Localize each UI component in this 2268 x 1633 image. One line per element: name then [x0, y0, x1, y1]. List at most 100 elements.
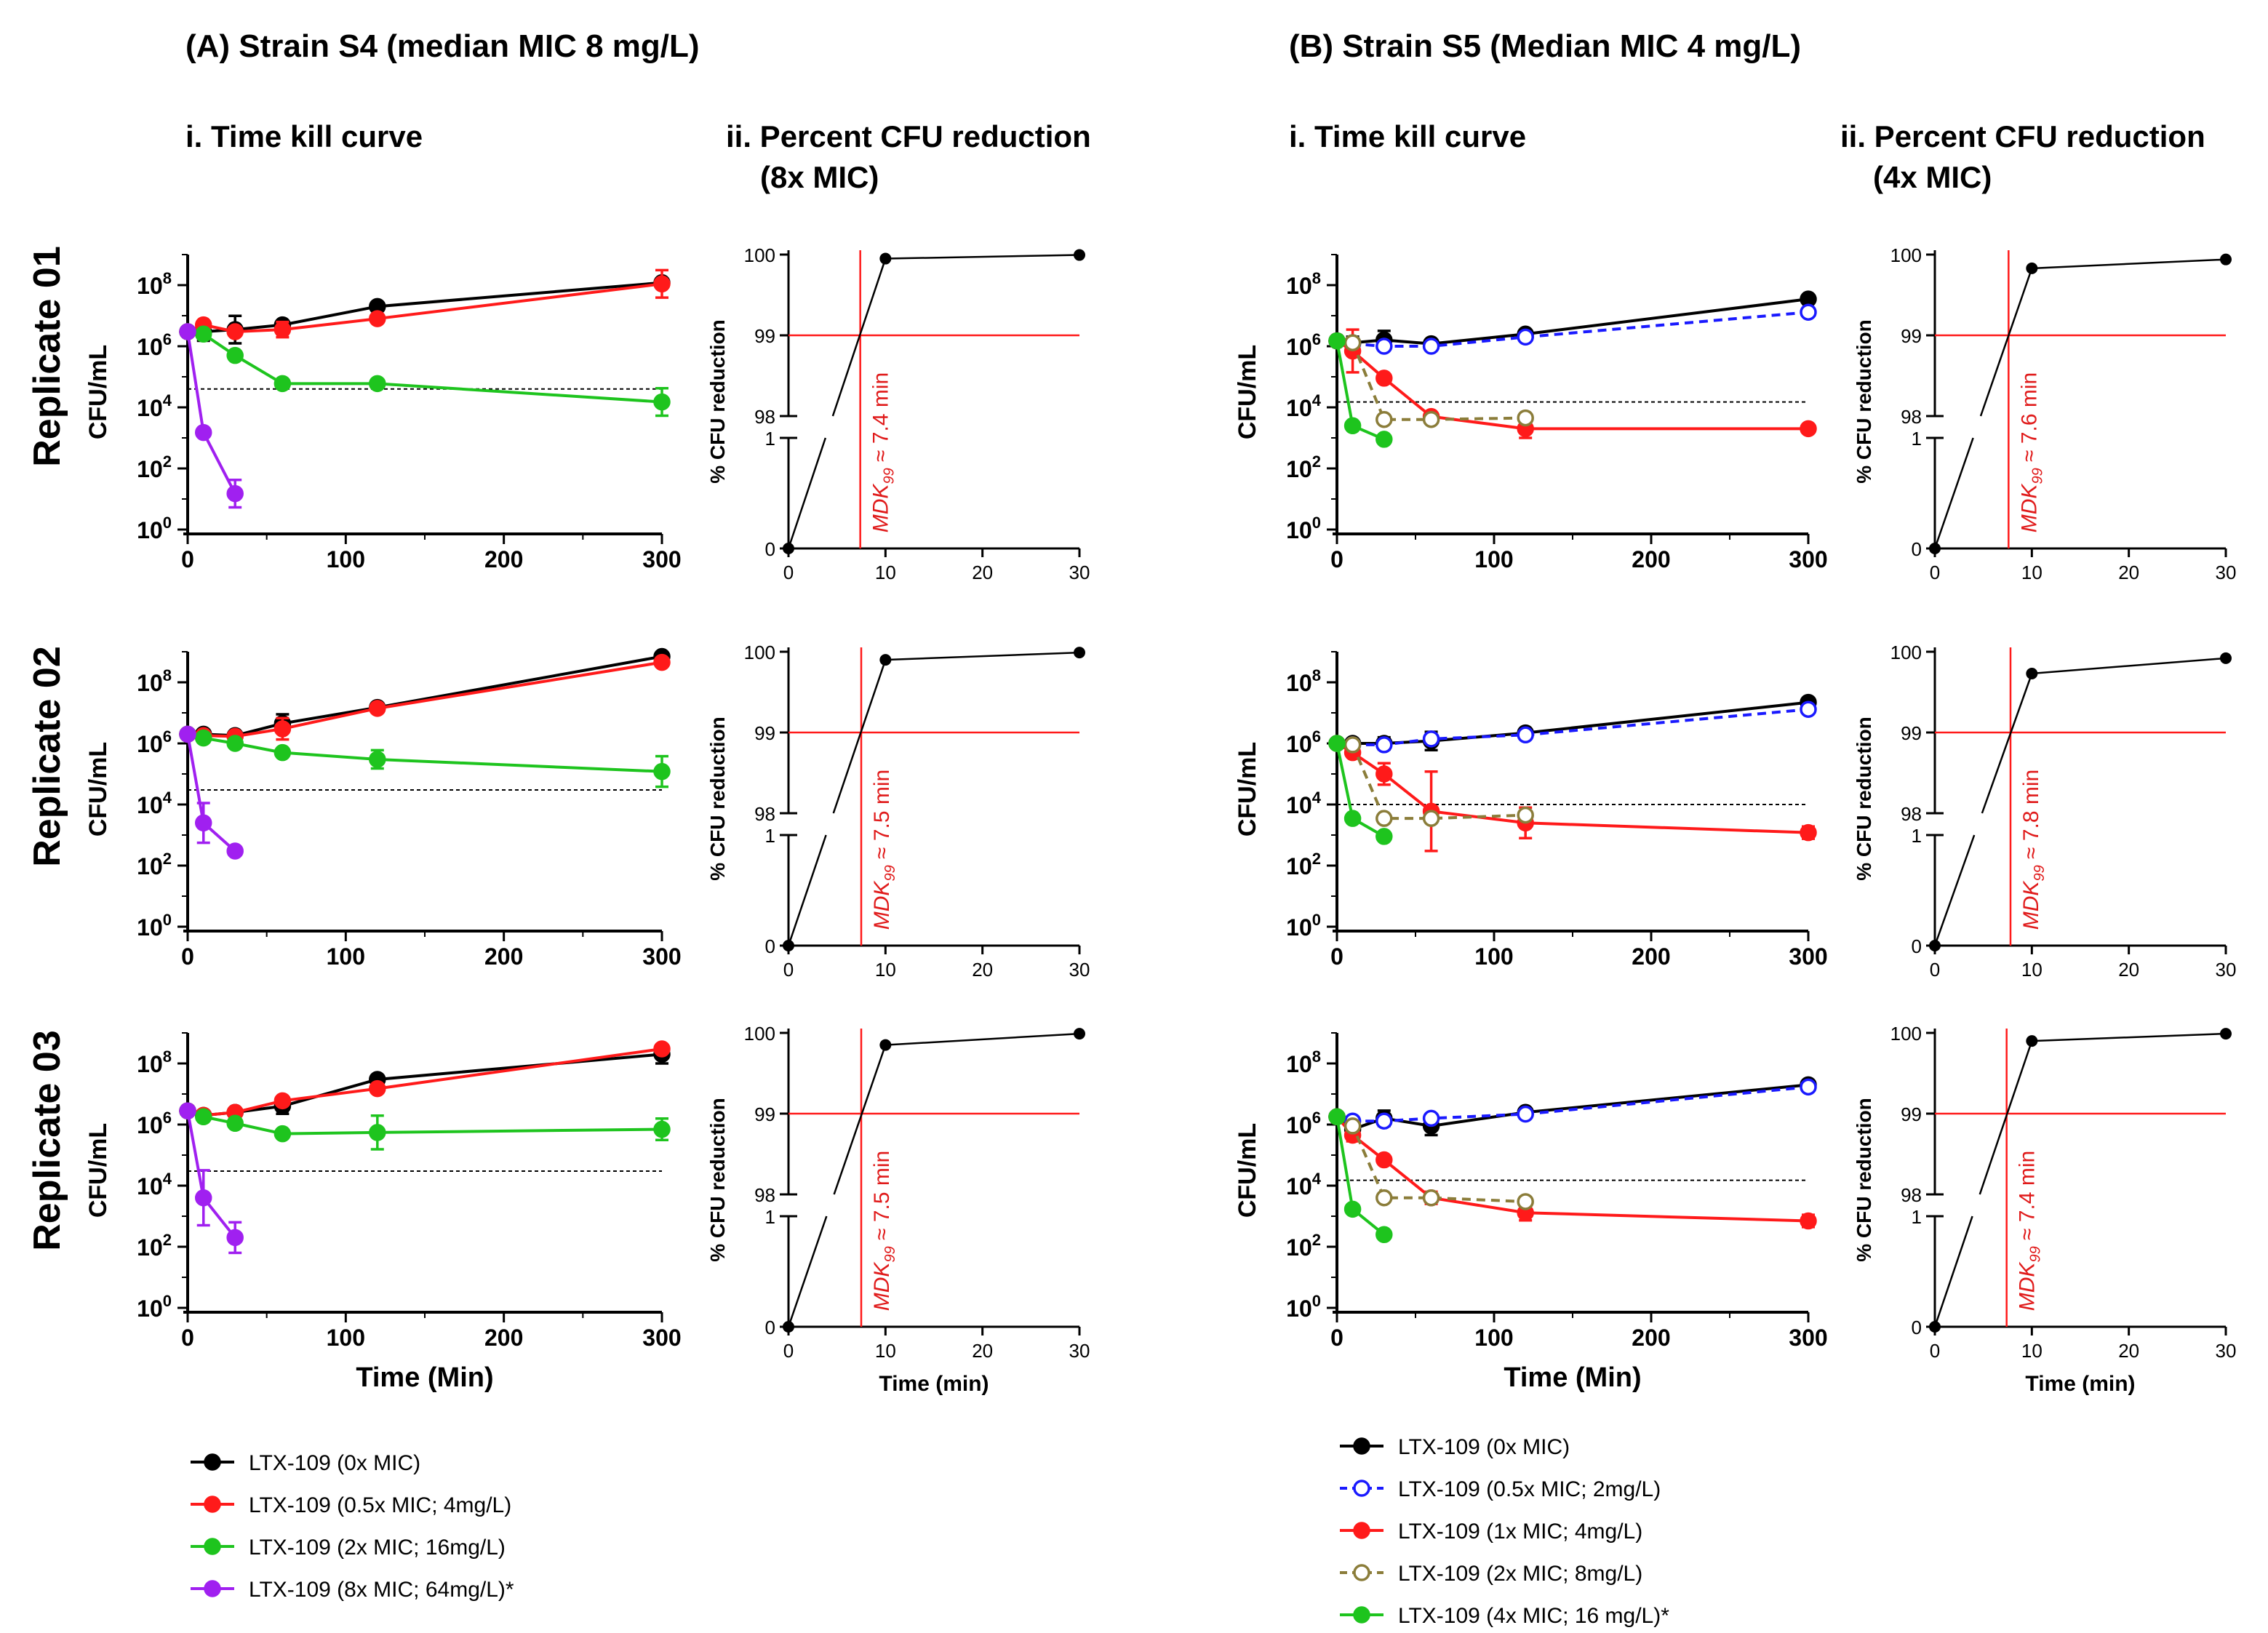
- data-line-upper: [1978, 1040, 2033, 1195]
- data-point: [226, 1114, 244, 1133]
- x-tick-label: 100: [327, 943, 365, 970]
- x-tick-label: 20: [2118, 1340, 2139, 1362]
- data-point: [1375, 810, 1393, 827]
- y-tick-label: 108: [1286, 666, 1321, 696]
- mdk99-label: MDK99 ≈ 7.5 min: [870, 770, 898, 930]
- y-axis-label: CFU/mL: [84, 345, 112, 439]
- replicate-label-03: Replicate 03: [26, 1030, 68, 1251]
- y-tick-label: 1: [1912, 825, 1922, 847]
- data-point: [369, 1124, 386, 1141]
- series-line: [1335, 1083, 1809, 1131]
- legend-item: LTX-109 (0.5x MIC; 2mg/L): [1340, 1477, 1661, 1501]
- data-point: [653, 275, 671, 293]
- mdk99-label: MDK99 ≈ 7.6 min: [2017, 372, 2045, 532]
- data-line-lower: [1933, 1215, 1973, 1327]
- x-tick-label: 200: [1632, 943, 1670, 970]
- legend-label: LTX-109 (1x MIC; 4mg/L): [1398, 1520, 1642, 1544]
- legend-item: LTX-109 (1x MIC; 4mg/L): [1340, 1520, 1642, 1544]
- x-tick-label: 0: [1330, 546, 1343, 572]
- data-point: [1328, 1108, 1346, 1126]
- data-point: [1375, 1151, 1393, 1169]
- y-axis-label: % CFU reduction: [706, 716, 729, 881]
- data-point: [226, 484, 244, 503]
- legend-panel-a: LTX-109 (0x MIC) LTX-109 (0.5x MIC; 4mg/L…: [191, 1451, 514, 1602]
- data-line-plateau: [885, 1032, 1080, 1046]
- mdk99-label: MDK99 ≈ 7.4 min: [2016, 1151, 2044, 1311]
- y-tick-label: 108: [1286, 1047, 1321, 1077]
- y-tick-label: 100: [1890, 244, 1922, 266]
- series-LTX-109 (1x MIC; 4mg/L): [1328, 735, 1817, 853]
- legend-label: LTX-109 (0.5x MIC; 4mg/L): [249, 1493, 511, 1517]
- data-point: [783, 1321, 794, 1333]
- series-line: [1337, 700, 1809, 745]
- x-tick-label: 20: [2118, 959, 2139, 981]
- data-point: [179, 725, 196, 743]
- kill-chart-a-1: 100 102 104 106 108 0 100 200 300 CFU/mL: [84, 254, 682, 572]
- x-tick-label: 0: [1330, 1325, 1343, 1351]
- y-tick-label: 1: [765, 428, 775, 450]
- data-line-upper: [831, 258, 887, 417]
- y-tick-label: 1: [1912, 1206, 1922, 1228]
- data-point: [783, 940, 794, 951]
- x-tick-label: 10: [875, 562, 896, 583]
- x-tick-label: 20: [2118, 562, 2139, 583]
- panel-a-reduction-subtitle-mic: (8x MIC): [760, 160, 879, 194]
- panel-a-kill-subtitle: i. Time kill curve: [185, 119, 423, 153]
- data-point: [1517, 409, 1534, 427]
- x-tick-label: 20: [972, 959, 993, 981]
- y-tick-label: 100: [744, 642, 775, 663]
- data-point: [1517, 328, 1534, 346]
- data-point: [194, 1189, 212, 1207]
- y-tick-label: 102: [1286, 1231, 1321, 1261]
- y-tick-label: 99: [754, 325, 775, 347]
- data-point: [879, 252, 892, 265]
- series-line: [1336, 1085, 1809, 1123]
- x-tick-label: 300: [642, 546, 681, 572]
- y-axis-label: % CFU reduction: [1853, 716, 1875, 881]
- data-point: [1422, 810, 1440, 827]
- data-point: [226, 346, 244, 364]
- data-point: [1800, 1212, 1817, 1230]
- y-tick-label: 108: [1286, 269, 1321, 299]
- data-point: [273, 375, 292, 393]
- data-point: [1343, 417, 1362, 435]
- y-tick-label: 99: [754, 722, 775, 744]
- data-point: [194, 1108, 212, 1126]
- series-LTX-109 (0x MIC): [1328, 1076, 1817, 1140]
- data-point: [1422, 730, 1440, 748]
- data-point: [1074, 249, 1085, 261]
- data-point: [1343, 736, 1362, 754]
- data-point: [653, 393, 671, 411]
- series-LTX-109 (2x MIC; 8mg/L): [1328, 1108, 1534, 1210]
- data-point: [226, 842, 244, 860]
- data-point: [1422, 1189, 1440, 1207]
- y-tick-label: 102: [137, 452, 172, 482]
- x-tick-label: 30: [2216, 562, 2237, 583]
- kill-chart-b-2: 100 102 104 106 108 0 100 200 300 CFU/mL: [1234, 651, 1828, 970]
- data-point: [653, 653, 671, 671]
- panel-b-title: (B) Strain S5 (Median MIC 4 mg/L): [1289, 28, 1801, 64]
- x-tick-label: 0: [181, 1325, 194, 1351]
- series-LTX-109 (8x MIC; 64mg/L)*: [179, 725, 244, 860]
- data-point: [1422, 338, 1440, 355]
- series-LTX-109 (0.5x MIC; 2mg/L): [1328, 1078, 1817, 1130]
- x-tick-label: 10: [2021, 1340, 2043, 1362]
- data-point: [369, 751, 386, 768]
- y-tick-label: 102: [1286, 850, 1321, 879]
- x-axis-label: Time (Min): [1504, 1362, 1641, 1393]
- data-point: [1800, 823, 1817, 842]
- series-LTX-109 (0x MIC): [179, 647, 671, 745]
- y-tick-label: 0: [1912, 1317, 1922, 1338]
- legends-layer: LTX-109 (0x MIC) LTX-109 (0.5x MIC; 4mg/L…: [191, 1435, 1669, 1628]
- x-axis-label: Time (min): [879, 1372, 989, 1396]
- y-axis-label: % CFU reduction: [706, 319, 729, 484]
- x-tick-label: 100: [1474, 1325, 1513, 1351]
- x-tick-label: 100: [1474, 546, 1513, 572]
- legend-swatch-marker: [204, 1453, 221, 1471]
- y-tick-label: 104: [137, 1170, 172, 1199]
- data-point: [2026, 667, 2038, 679]
- y-tick-label: 104: [1286, 391, 1322, 421]
- y-axis-label: CFU/mL: [1234, 345, 1261, 439]
- data-point: [1422, 410, 1440, 428]
